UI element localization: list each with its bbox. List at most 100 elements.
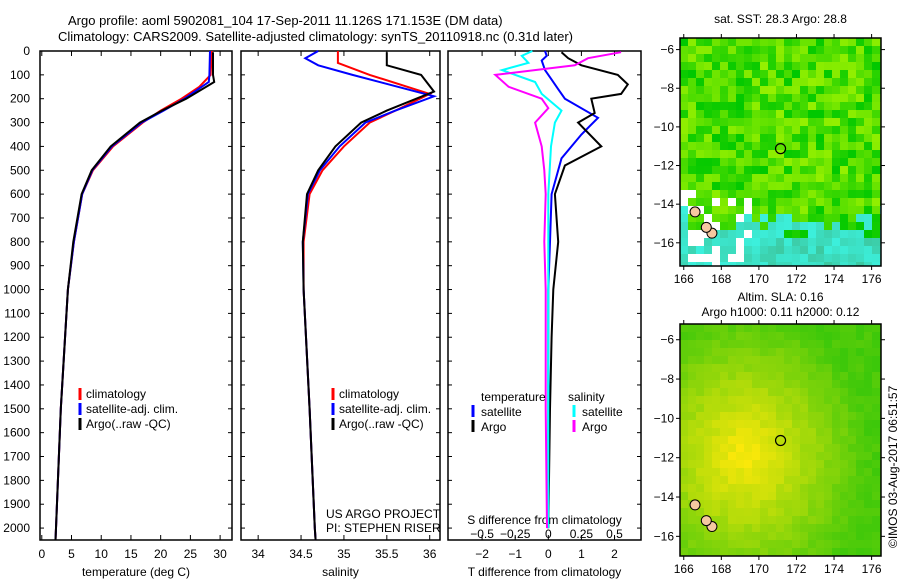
- sst-map-cell: [864, 134, 872, 142]
- sst-map-cell: [688, 94, 696, 102]
- sla-map-cell: [752, 380, 760, 388]
- sst-map-cell: [848, 174, 856, 182]
- sst-map-cell: [864, 70, 872, 78]
- depth-tick-label: 100: [10, 68, 30, 82]
- sst-map-cell: [848, 190, 856, 198]
- sst-map-cell: [760, 166, 768, 174]
- sst-map-cell: [832, 102, 840, 110]
- sst-map-cell: [728, 262, 736, 266]
- sla-map-cell: [768, 484, 776, 492]
- sst-map-cell: [728, 126, 736, 134]
- sst-map-cell: [728, 142, 736, 150]
- sst-ytick-label: −8: [660, 81, 674, 95]
- sst-map-cell: [784, 78, 792, 86]
- sst-map-cell: [840, 182, 848, 190]
- sst-map-cell: [872, 206, 880, 214]
- sla-map-cell: [736, 372, 744, 380]
- sla-map-cell: [728, 396, 736, 404]
- sst-map-cell: [864, 214, 872, 222]
- sla-map-cell: [688, 452, 696, 460]
- sst-map-cell: [752, 86, 760, 94]
- sla-map-cell: [744, 548, 752, 556]
- sst-map-cell: [848, 214, 856, 222]
- sla-map-cell: [792, 436, 800, 444]
- sst-map-cell: [704, 118, 712, 126]
- sla-map-cell: [864, 340, 872, 348]
- sla-map-cell: [840, 484, 848, 492]
- sst-map-cell: [800, 54, 808, 62]
- island-landmass: [700, 515, 712, 527]
- depth-tick-label: 1800: [3, 473, 30, 487]
- sst-map-cell: [832, 214, 840, 222]
- sla-map-cell: [872, 356, 880, 364]
- sla-map-cell: [704, 420, 712, 428]
- sst-map-cell: [816, 110, 824, 118]
- sla-map-cell: [752, 516, 760, 524]
- sst-map-cell: [824, 174, 832, 182]
- sst-map-cell: [704, 190, 712, 198]
- sla-map-cell: [704, 532, 712, 540]
- sla-map-cell: [776, 452, 784, 460]
- sla-map-cell: [760, 340, 768, 348]
- sla-map-cell: [720, 396, 728, 404]
- sst-map-cell: [816, 142, 824, 150]
- sst-map-cell: [848, 86, 856, 94]
- sst-map-cell: [792, 166, 800, 174]
- sst-map-cell: [776, 62, 784, 70]
- sla-map-cell: [688, 476, 696, 484]
- sst-map-cell: [760, 246, 768, 254]
- sst-map-cell: [736, 190, 744, 198]
- sla-map-cell: [736, 356, 744, 364]
- sla-map-cell: [744, 412, 752, 420]
- sst-map-cell: [792, 246, 800, 254]
- sla-map-cell: [728, 508, 736, 516]
- sst-map-cell: [744, 158, 752, 166]
- sst-map-cell: [856, 238, 864, 246]
- sla-map-cell: [704, 476, 712, 484]
- sst-map-cell: [840, 94, 848, 102]
- sst-map-cell: [800, 254, 808, 262]
- sst-map-cell: [768, 70, 776, 78]
- sal-xtick-label: 36: [423, 547, 437, 561]
- sst-map-cell: [760, 38, 768, 46]
- sst-map-cell: [832, 246, 840, 254]
- sla-map-cell: [856, 484, 864, 492]
- sla-map-cell: [864, 492, 872, 500]
- sst-map-cell: [784, 158, 792, 166]
- sla-map-cell: [728, 356, 736, 364]
- sst-map-cell: [736, 110, 744, 118]
- sla-map-cell: [776, 332, 784, 340]
- sst-map-cell: [728, 230, 736, 238]
- sst-map-cell: [800, 182, 808, 190]
- sla-map-cell: [768, 372, 776, 380]
- sla-map-cell: [776, 396, 784, 404]
- sst-map-cell: [768, 126, 776, 134]
- sla-map-cell: [688, 468, 696, 476]
- sst-map-cell: [680, 78, 688, 86]
- sla-map-cell: [744, 436, 752, 444]
- sla-map-cell: [712, 532, 720, 540]
- sst-map-cell: [760, 86, 768, 94]
- sla-map-cell: [696, 412, 704, 420]
- sla-map-cell: [768, 508, 776, 516]
- sla-map-cell: [704, 412, 712, 420]
- sla-map-cell: [848, 332, 856, 340]
- sla-map-cell: [696, 524, 704, 532]
- sst-map-cell: [776, 110, 784, 118]
- depth-tick-label: 1500: [3, 402, 30, 416]
- sla-map-cell: [752, 532, 760, 540]
- sla-map-cell: [784, 404, 792, 412]
- sal-legend-label: Argo(..raw -QC): [339, 417, 424, 431]
- sst-map-cell: [752, 46, 760, 54]
- sla-map-cell: [840, 444, 848, 452]
- depth-tick-label: 300: [10, 116, 30, 130]
- sst-map-cell: [760, 102, 768, 110]
- sla-map-cell: [696, 548, 704, 556]
- sla-map-cell: [792, 348, 800, 356]
- temp-xtick-label: 10: [95, 547, 109, 561]
- sst-map-cell: [800, 134, 808, 142]
- sla-map-cell: [688, 380, 696, 388]
- title-line-1: Argo profile: aoml 5902081_104 17-Sep-20…: [68, 13, 503, 28]
- sla-map-cell: [736, 452, 744, 460]
- sla-map-cell: [704, 340, 712, 348]
